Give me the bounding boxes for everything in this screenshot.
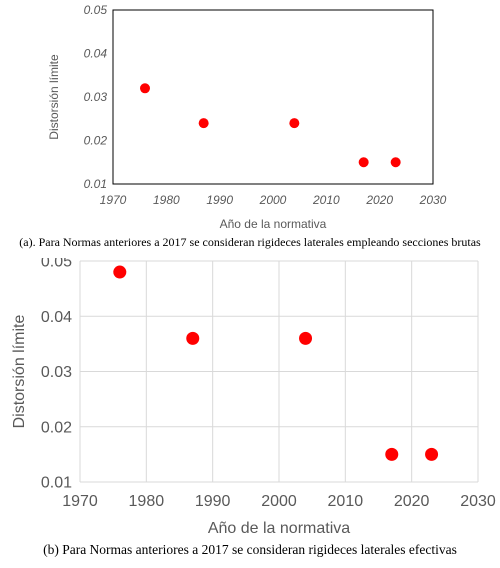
chart-b-x-tick-label: 1970 <box>62 493 98 510</box>
chart-a-data-point <box>390 157 401 168</box>
chart-a-x-axis-label: Año de la normativa <box>220 217 327 231</box>
chart-b-caption: (b) Para Normas anteriores a 2017 se con… <box>43 542 457 557</box>
chart-a: 1970 1980 1990 2000 2010 2020 2030 0.01 0.02 0.03… <box>0 0 500 258</box>
chart-a-x-tick-label: 2000 <box>259 193 287 207</box>
chart-a-x-tick-label: 1970 <box>100 193 127 207</box>
chart-b-y-tick-label: 0.01 <box>41 475 72 492</box>
chart-b-x-tick-label: 1990 <box>195 493 231 510</box>
chart-b-y-tick-label: 0.02 <box>41 419 72 436</box>
chart-a-y-tick-label: 0.04 <box>84 47 108 61</box>
chart-a-y-tick-label: 0.03 <box>84 90 108 104</box>
chart-a-x-tick-label: 2020 <box>365 193 393 207</box>
chart-a-y-tick-label: 0.02 <box>84 134 108 148</box>
chart-b-x-tick-label: 1980 <box>129 493 165 510</box>
chart-a-y-tick-label: 0.01 <box>84 177 107 191</box>
chart-a-caption: (a). Para Normas anteriores a 2017 se co… <box>19 235 481 249</box>
chart-b-data-point <box>385 447 399 461</box>
chart-a-plot-frame <box>112 9 434 185</box>
chart-b-data-point <box>299 331 313 345</box>
chart-b-y-axis-label: Distorsión límite <box>11 315 28 429</box>
chart-a-data-point <box>358 157 369 168</box>
chart-b-x-tick-label: 2000 <box>261 493 297 510</box>
chart-b-data-point <box>113 265 127 279</box>
chart-b-y-tick-label: 0.05 <box>41 258 72 271</box>
chart-b-x-tick-label: 2010 <box>328 493 364 510</box>
chart-b-x-axis-label: Año de la normativa <box>208 520 350 537</box>
chart-a-x-tick-label: 1980 <box>153 193 180 207</box>
chart-b-data-point <box>425 447 439 461</box>
chart-a-y-axis-label: Distorsión límite <box>47 54 61 140</box>
chart-b-x-tick-label: 2030 <box>460 493 496 510</box>
chart-b-x-tick-label: 2020 <box>394 493 430 510</box>
chart-b-y-tick-label: 0.03 <box>41 364 72 381</box>
chart-a-x-tick-label: 2030 <box>419 193 447 207</box>
chart-a-plot: 1970 1980 1990 2000 2010 2020 2030 0.01 0.02 0.03… <box>47 3 447 231</box>
chart-a-data-point <box>140 83 150 94</box>
chart-a-x-tick-label: 2010 <box>312 193 340 207</box>
chart-a-data-point <box>289 118 300 129</box>
chart-b-y-tick-label: 0.04 <box>41 309 72 326</box>
chart-b: 1970 1980 1990 2000 2010 2020 2030 0.01 0.02 0.03… <box>0 258 500 568</box>
chart-a-x-tick-label: 1990 <box>206 193 233 207</box>
chart-a-y-tick-label: 0.05 <box>84 3 108 17</box>
chart-a-data-point <box>198 118 209 129</box>
chart-b-data-point <box>186 331 200 345</box>
chart-b-plot: 1970 1980 1990 2000 2010 2020 2030 0.01 0.02 0.03… <box>11 258 496 537</box>
